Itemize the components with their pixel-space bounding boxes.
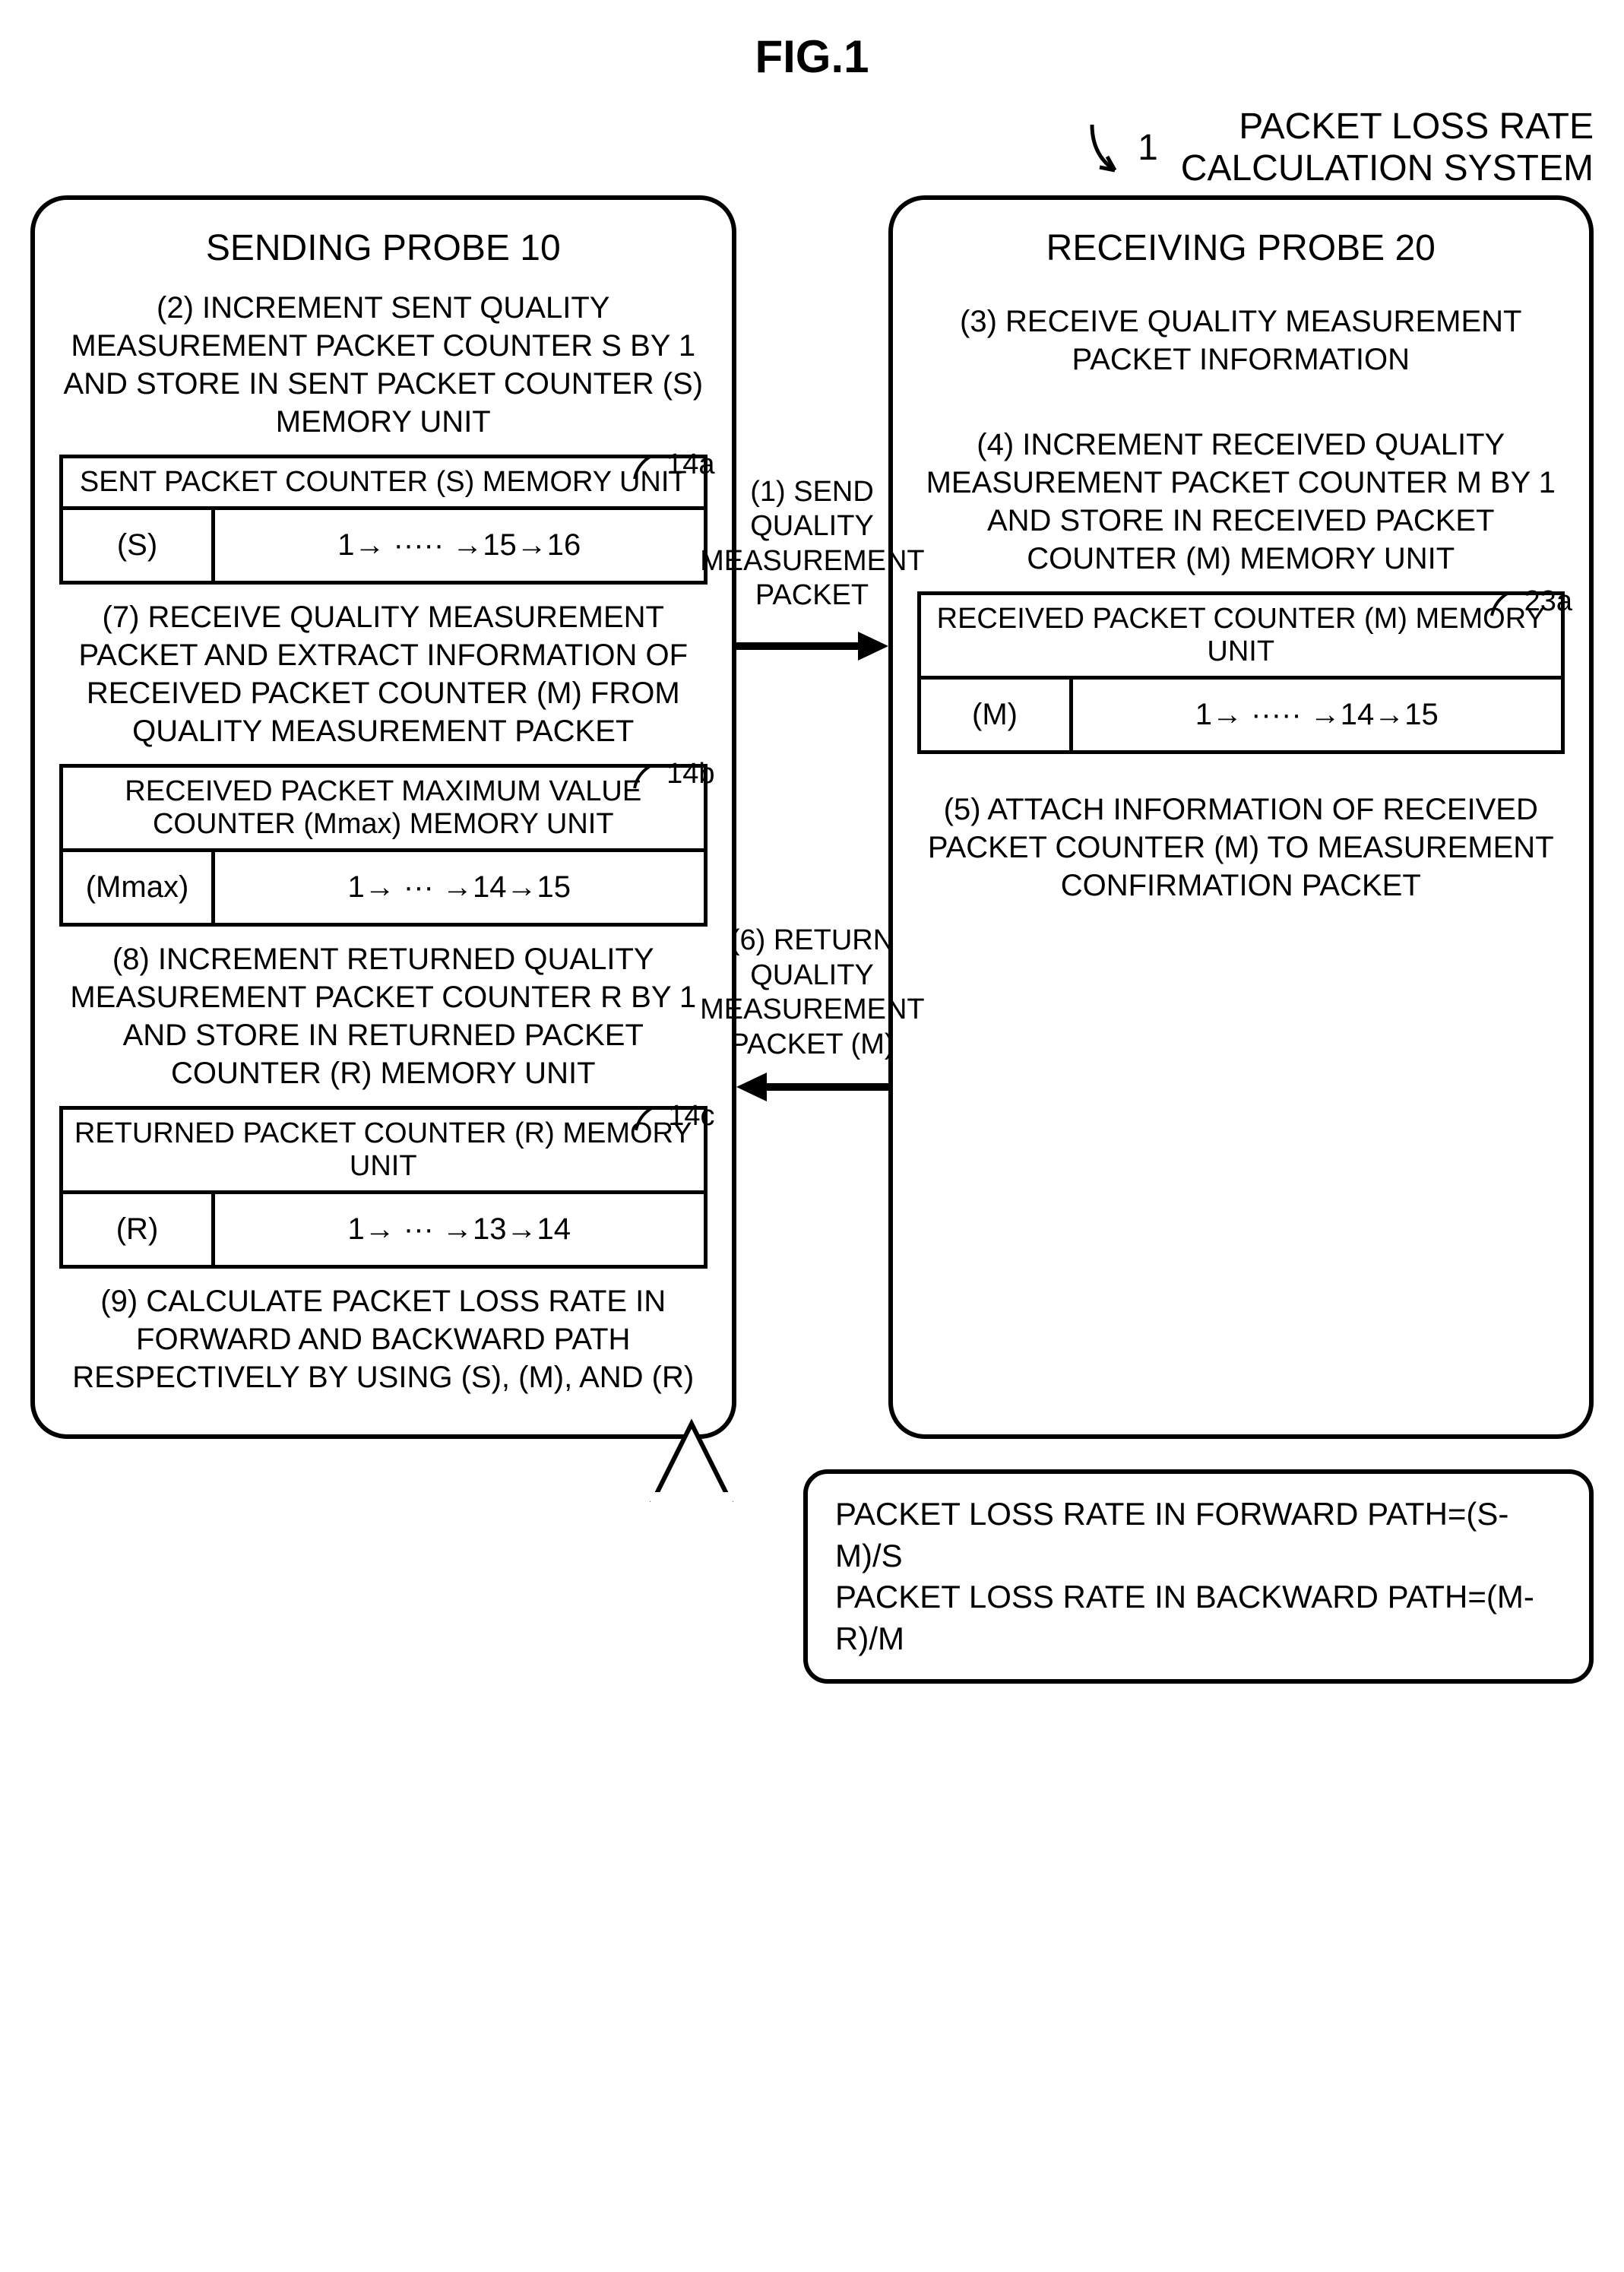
send-arrow-block: (1) SEND QUALITY MEASUREMENT PACKET <box>700 528 924 718</box>
callout-line-1: PACKET LOSS RATE IN FORWARD PATH=(S-M)/S <box>835 1494 1562 1576</box>
main-row: SENDING PROBE 10 (2) INCREMENT SENT QUAL… <box>30 195 1594 1439</box>
step-8-text: (8) INCREMENT RETURNED QUALITY MEASUREME… <box>59 940 708 1092</box>
page: FIG.1 1 PACKET LOSS RATE CALCULATION SYS… <box>30 30 1594 1684</box>
table-14a-right: 1→ ····· →15→16 <box>215 510 704 581</box>
table-14c-left: (R) <box>63 1194 215 1265</box>
step-3-text: (3) RECEIVE QUALITY MEASUREMENT PACKET I… <box>917 303 1565 379</box>
figure-title: FIG.1 <box>30 30 1594 83</box>
table-14b-title: RECEIVED PACKET MAXIMUM VALUE COUNTER (M… <box>63 768 704 852</box>
receiving-probe-box: RECEIVING PROBE 20 (3) RECEIVE QUALITY M… <box>888 195 1594 1439</box>
step-5-text: (5) ATTACH INFORMATION OF RECEIVED PACKE… <box>917 791 1565 905</box>
send-caption: (1) SEND QUALITY MEASUREMENT PACKET <box>700 475 924 613</box>
callout-pointer-icon <box>646 1416 752 1507</box>
arrow-left-icon <box>736 1068 888 1106</box>
table-14a-left: (S) <box>63 510 215 581</box>
table-14c: RETURNED PACKET COUNTER (R) MEMORY UNIT … <box>59 1106 708 1269</box>
sending-probe-title: SENDING PROBE 10 <box>59 227 708 269</box>
callout-box: PACKET LOSS RATE IN FORWARD PATH=(S-M)/S… <box>803 1469 1594 1684</box>
middle-column: (1) SEND QUALITY MEASUREMENT PACKET (6) … <box>736 195 888 1439</box>
table-23a-right: 1→ ····· →14→15 <box>1073 680 1562 750</box>
table-23a-left: (M) <box>921 680 1073 750</box>
table-14c-title: RETURNED PACKET COUNTER (R) MEMORY UNIT <box>63 1110 704 1194</box>
callout-line-2: PACKET LOSS RATE IN BACKWARD PATH=(M-R)/… <box>835 1576 1562 1659</box>
arrow-right-icon <box>736 627 888 665</box>
table-23a-title: RECEIVED PACKET COUNTER (M) MEMORY UNIT <box>921 595 1562 680</box>
table-14b: RECEIVED PACKET MAXIMUM VALUE COUNTER (M… <box>59 764 708 927</box>
system-ref-arrow <box>1084 117 1138 178</box>
step-2-text: (2) INCREMENT SENT QUALITY MEASUREMENT P… <box>59 289 708 441</box>
system-label: PACKET LOSS RATE CALCULATION SYSTEM <box>1181 106 1594 189</box>
table-14b-right: 1→ ··· →14→15 <box>215 852 704 923</box>
table-14a: SENT PACKET COUNTER (S) MEMORY UNIT (S) … <box>59 455 708 585</box>
sending-probe-box: SENDING PROBE 10 (2) INCREMENT SENT QUAL… <box>30 195 736 1439</box>
callout-wrap: PACKET LOSS RATE IN FORWARD PATH=(S-M)/S… <box>30 1469 1594 1684</box>
table-14c-right: 1→ ··· →13→14 <box>215 1194 704 1265</box>
step-7-text: (7) RECEIVE QUALITY MEASUREMENT PACKET A… <box>59 598 708 750</box>
ref-14b: 14b <box>632 758 715 791</box>
system-ref-number: 1 <box>1138 127 1158 169</box>
table-23a: RECEIVED PACKET COUNTER (M) MEMORY UNIT … <box>917 591 1565 754</box>
table-14a-title: SENT PACKET COUNTER (S) MEMORY UNIT <box>63 458 704 510</box>
step-9-text: (9) CALCULATE PACKET LOSS RATE IN FORWAR… <box>59 1282 708 1396</box>
return-arrow-block: (6) RETURN QUALITY MEASUREMENT PACKET (M… <box>700 916 924 1106</box>
return-caption: (6) RETURN QUALITY MEASUREMENT PACKET (M… <box>700 924 924 1062</box>
receiving-probe-title: RECEIVING PROBE 20 <box>917 227 1565 269</box>
system-label-row: 1 PACKET LOSS RATE CALCULATION SYSTEM <box>30 106 1594 189</box>
ref-23a: 23a <box>1489 585 1572 619</box>
step-4-text: (4) INCREMENT RECEIVED QUALITY MEASUREME… <box>917 426 1565 578</box>
table-14b-left: (Mmax) <box>63 852 215 923</box>
